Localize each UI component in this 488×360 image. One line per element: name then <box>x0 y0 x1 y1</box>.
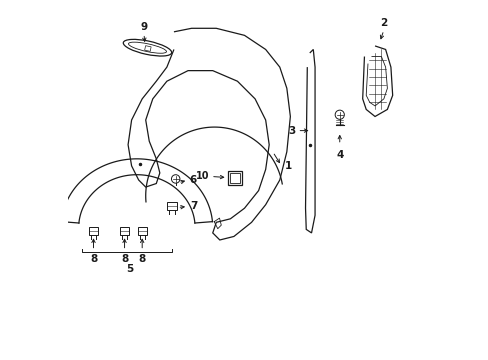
Bar <box>120 227 129 235</box>
Bar <box>89 227 98 235</box>
Text: 9: 9 <box>140 22 147 32</box>
Bar <box>227 171 242 185</box>
Bar <box>229 173 240 183</box>
Text: 5: 5 <box>126 264 133 274</box>
Text: 8: 8 <box>121 254 128 264</box>
Text: 10: 10 <box>195 171 209 181</box>
Bar <box>137 227 146 235</box>
Text: 2: 2 <box>380 18 386 28</box>
Text: 1: 1 <box>284 161 291 171</box>
Text: 4: 4 <box>335 150 343 160</box>
Text: 8: 8 <box>138 254 145 264</box>
Bar <box>166 202 177 210</box>
Text: 6: 6 <box>189 175 197 185</box>
Text: 8: 8 <box>90 254 97 264</box>
Text: 7: 7 <box>189 202 197 211</box>
Text: 3: 3 <box>288 126 295 136</box>
Bar <box>144 46 151 51</box>
